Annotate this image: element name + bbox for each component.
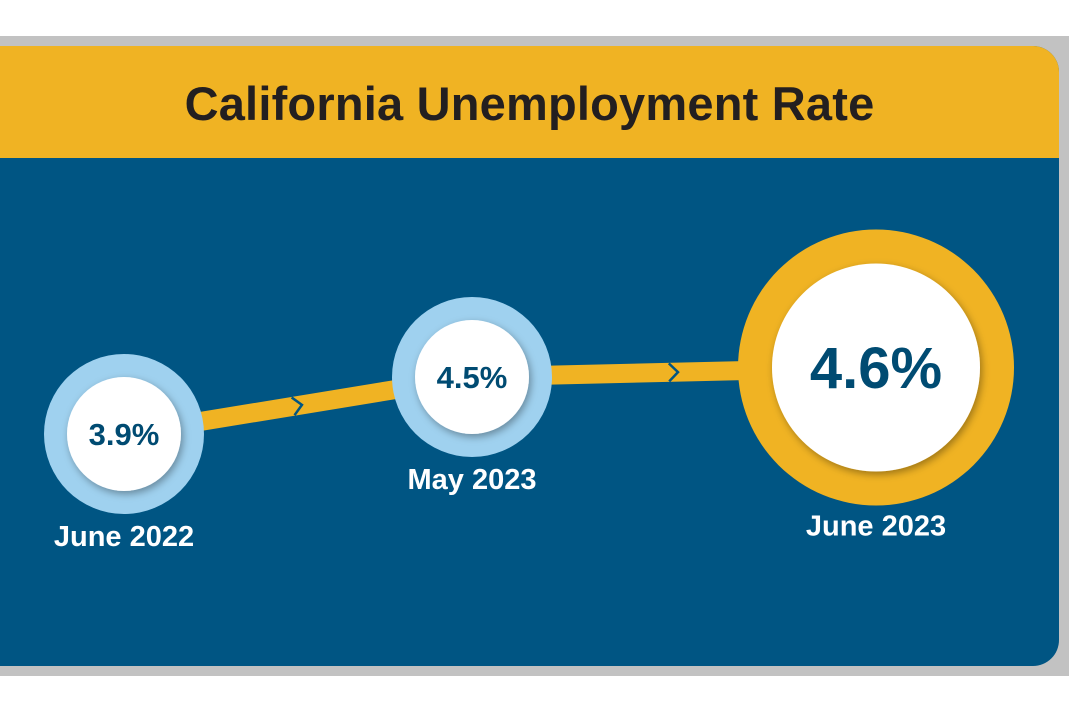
period-label: May 2023 [408, 464, 537, 496]
data-value-label: 3.9% [89, 417, 160, 452]
chevron-right-icon [290, 396, 304, 416]
value-disc [415, 320, 529, 434]
title-banner: California Unemployment Rate [0, 46, 1059, 158]
data-point: 4.5% May 2023 [392, 297, 552, 496]
data-value-label: 4.6% [810, 336, 942, 401]
period-label: June 2022 [54, 521, 194, 553]
chart-title: California Unemployment Rate [184, 76, 875, 130]
value-disc [772, 263, 980, 472]
chevron-right-icon [667, 362, 680, 383]
value-disc [67, 377, 181, 491]
data-point: 3.9% June 2022 [44, 354, 204, 553]
data-point-group: 3.9% June 2022 4.5% May 2023 4.6% June 2023 [44, 229, 1014, 553]
data-value-label: 4.5% [437, 360, 508, 395]
period-label: June 2023 [806, 511, 946, 543]
data-point: 4.6% June 2023 [738, 229, 1014, 543]
